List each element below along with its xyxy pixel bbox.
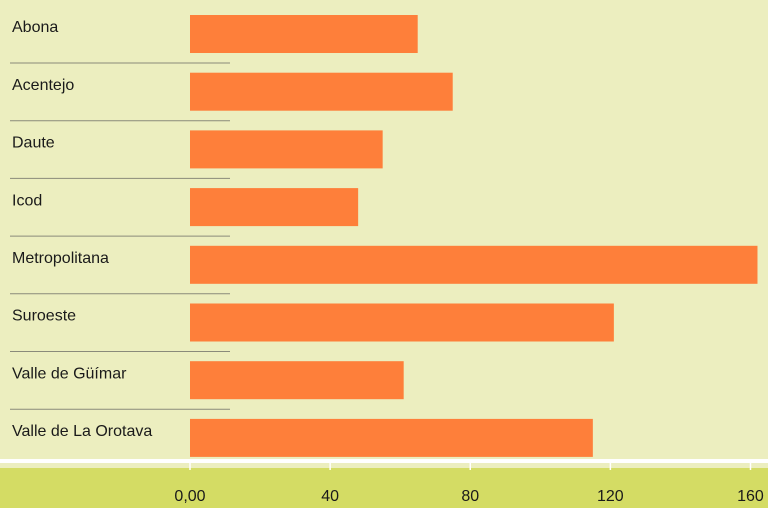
category-label: Metropolitana [12, 250, 109, 267]
axis-band [0, 468, 768, 508]
x-tick-label: 80 [461, 488, 479, 505]
bar [190, 303, 614, 342]
bar [190, 130, 383, 169]
x-tick-label: 160 [737, 488, 764, 505]
bar [190, 245, 758, 284]
category-label: Daute [12, 135, 55, 152]
category-label: Valle de Güímar [12, 365, 127, 382]
bar [190, 72, 453, 111]
category-label: Abona [12, 19, 58, 36]
bar [190, 418, 593, 457]
x-tick-label: 40 [321, 488, 339, 505]
bar [190, 361, 404, 400]
x-tick-label: 0,00 [174, 488, 205, 505]
category-label: Valle de La Orotava [12, 423, 152, 440]
category-label: Acentejo [12, 77, 74, 94]
x-tick-label: 120 [597, 488, 624, 505]
category-label: Suroeste [12, 308, 76, 325]
bar [190, 188, 359, 227]
bar [190, 15, 418, 53]
category-label: Icod [12, 192, 42, 209]
